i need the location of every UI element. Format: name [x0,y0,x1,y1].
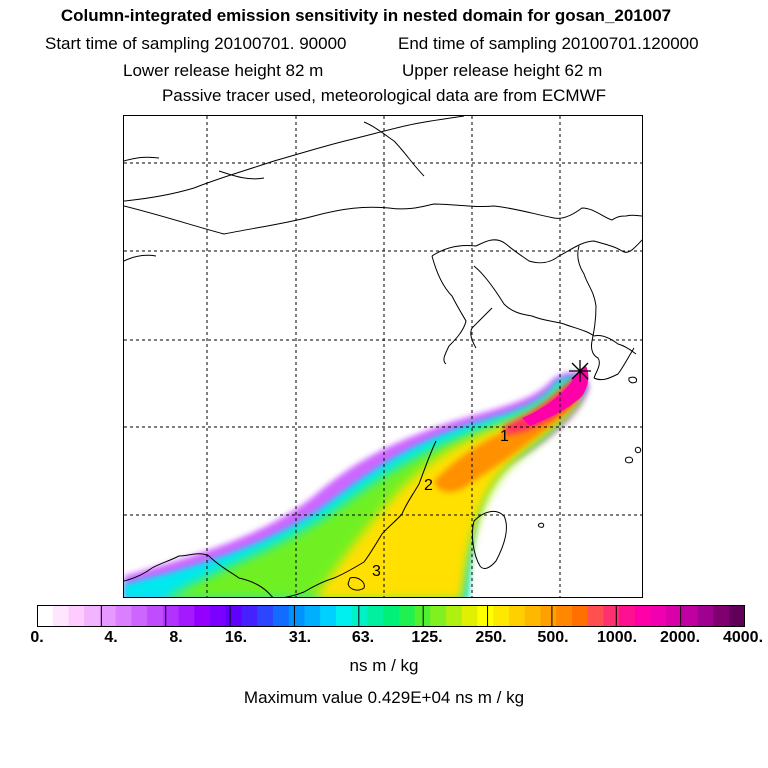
color-scale-cell [603,605,620,627]
color-scale-cell [147,605,164,627]
map-canvas: 1 2 3 [124,116,642,597]
graticule [124,116,642,597]
color-scale-cell [37,605,54,627]
color-scale-cell [540,605,557,627]
unit-label: ns m / kg [349,656,419,675]
color-scale-cell [194,605,211,627]
color-scale-tick-label: 250. [475,629,507,646]
start-time-label: Start time of sampling 20100701. 90000 [45,34,347,53]
color-scale-cell [84,605,101,627]
color-scale-cell [587,605,604,627]
color-scale-cell [430,605,447,627]
sensitivity-plume [124,366,589,597]
map-title: Column-integrated emission sensitivity i… [60,6,672,25]
color-scale-frame [37,605,745,627]
upper-release-height-label: Upper release height 62 m [402,61,603,80]
color-scale-cell [634,605,652,627]
color-scale-cell [477,605,494,627]
color-scale-cell [446,605,463,627]
color-scale-cell [210,605,227,627]
color-scale-cell [178,605,195,627]
color-scale-cell [115,605,132,627]
color-scale-tick-label: 0. [30,629,44,646]
color-scale-tick-label: 8. [169,629,183,646]
color-scale-cell [509,605,526,627]
color-scale-cell [713,605,730,627]
end-time-label: End time of sampling 20100701.120000 [398,34,699,53]
color-scale-cell [131,605,148,627]
color-scale-tick-label: 63. [351,629,375,646]
region-label-2: 2 [424,477,433,494]
color-scale-cell [398,605,416,627]
color-scale-cell [367,605,384,627]
color-scale-cell [304,605,321,627]
color-scale-cell [524,605,541,627]
receptor-star-icon [569,360,591,382]
color-scale-cell [697,605,715,627]
color-scale-tick-label: 2000. [659,629,701,646]
color-scale-cell [383,605,400,627]
color-scale-cell [461,605,479,627]
tracer-note: Passive tracer used, meteorological data… [161,86,607,105]
color-scale-bar [37,605,745,627]
color-scale-cell [619,605,636,627]
color-scale-cell [666,605,683,627]
color-scale-cell [351,605,368,627]
maximum-value-label: Maximum value 0.429E+04 ns m / kg [243,688,525,707]
region-label-3: 3 [372,563,381,580]
color-scale-tick-label: 31. [288,629,312,646]
color-scale-tick-label: 16. [224,629,248,646]
color-scale-cell [257,605,274,627]
color-scale-cell [320,605,337,627]
color-scale-cell [571,605,589,627]
color-scale-cell [729,605,745,627]
region-label-1: 1 [500,428,509,445]
color-scale-cell [493,605,510,627]
color-scale-cell [682,605,699,627]
plume-layer-magenta [522,366,589,426]
color-scale-cell [650,605,667,627]
color-scale-cell [52,605,69,627]
color-scale-tick-label: 1000. [596,629,638,646]
color-scale-cell [288,605,305,627]
color-scale-tick-label: 125. [411,629,443,646]
color-scale-cell [556,605,573,627]
color-scale-cell [99,605,117,627]
color-scale-cell [162,605,180,627]
color-scale-tick-label: 4. [104,629,118,646]
map-panel: 1 2 3 [123,115,643,598]
lower-release-height-label: Lower release height 82 m [123,61,324,80]
color-scale-cell [335,605,353,627]
color-scale-cell [225,605,243,627]
coastlines [124,116,642,597]
color-scale-cell [68,605,85,627]
color-scale-cell [273,605,290,627]
color-scale-tick-label: 500. [537,629,569,646]
color-scale-cell [241,605,258,627]
color-scale-tick-label: 4000. [722,629,764,646]
